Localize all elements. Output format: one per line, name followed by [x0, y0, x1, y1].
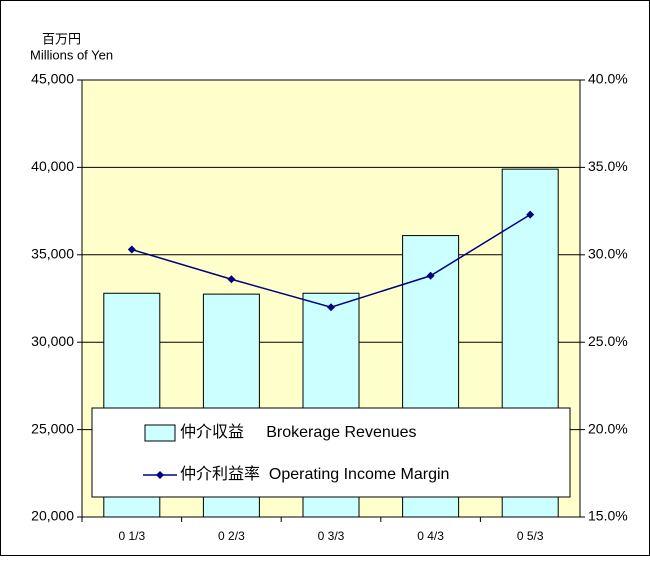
marker [327, 303, 335, 312]
x-tick-label: 0 5/3 [517, 529, 544, 543]
marker [127, 245, 136, 254]
y2-tick-label: 30.0% [588, 246, 628, 262]
legend-label: 仲介利益率 Operating Income Margin [180, 465, 449, 483]
marker [426, 271, 435, 280]
y2-tick-label: 25.0% [588, 333, 628, 349]
y-tick-label: 40,000 [31, 158, 74, 174]
y2-tick-label: 15.0% [588, 508, 628, 524]
y-tick-label: 25,000 [31, 420, 74, 436]
marker [227, 275, 236, 284]
y2-tick-label: 35.0% [588, 158, 628, 174]
legend [91, 407, 571, 498]
legend-marker [156, 471, 164, 479]
marker [526, 210, 535, 219]
legend-label: 仲介収益 Brokerage Revenues [180, 423, 417, 441]
legend-swatch [144, 424, 176, 442]
x-tick-label: 0 4/3 [417, 529, 444, 543]
y-tick-label: 20,000 [31, 508, 74, 524]
y2-tick-label: 20.0% [588, 420, 628, 436]
x-tick-label: 0 3/3 [318, 529, 345, 543]
y-label-ja: 百万円 [42, 31, 81, 46]
y-tick-label: 45,000 [31, 71, 74, 87]
x-tick-label: 0 2/3 [218, 529, 245, 543]
y-label: Millions of Yen [30, 47, 113, 62]
y-tick-label: 30,000 [31, 333, 74, 349]
x-tick-label: 0 1/3 [118, 529, 145, 543]
y-tick-label: 35,000 [31, 246, 74, 262]
y2-tick-label: 40.0% [588, 71, 628, 87]
